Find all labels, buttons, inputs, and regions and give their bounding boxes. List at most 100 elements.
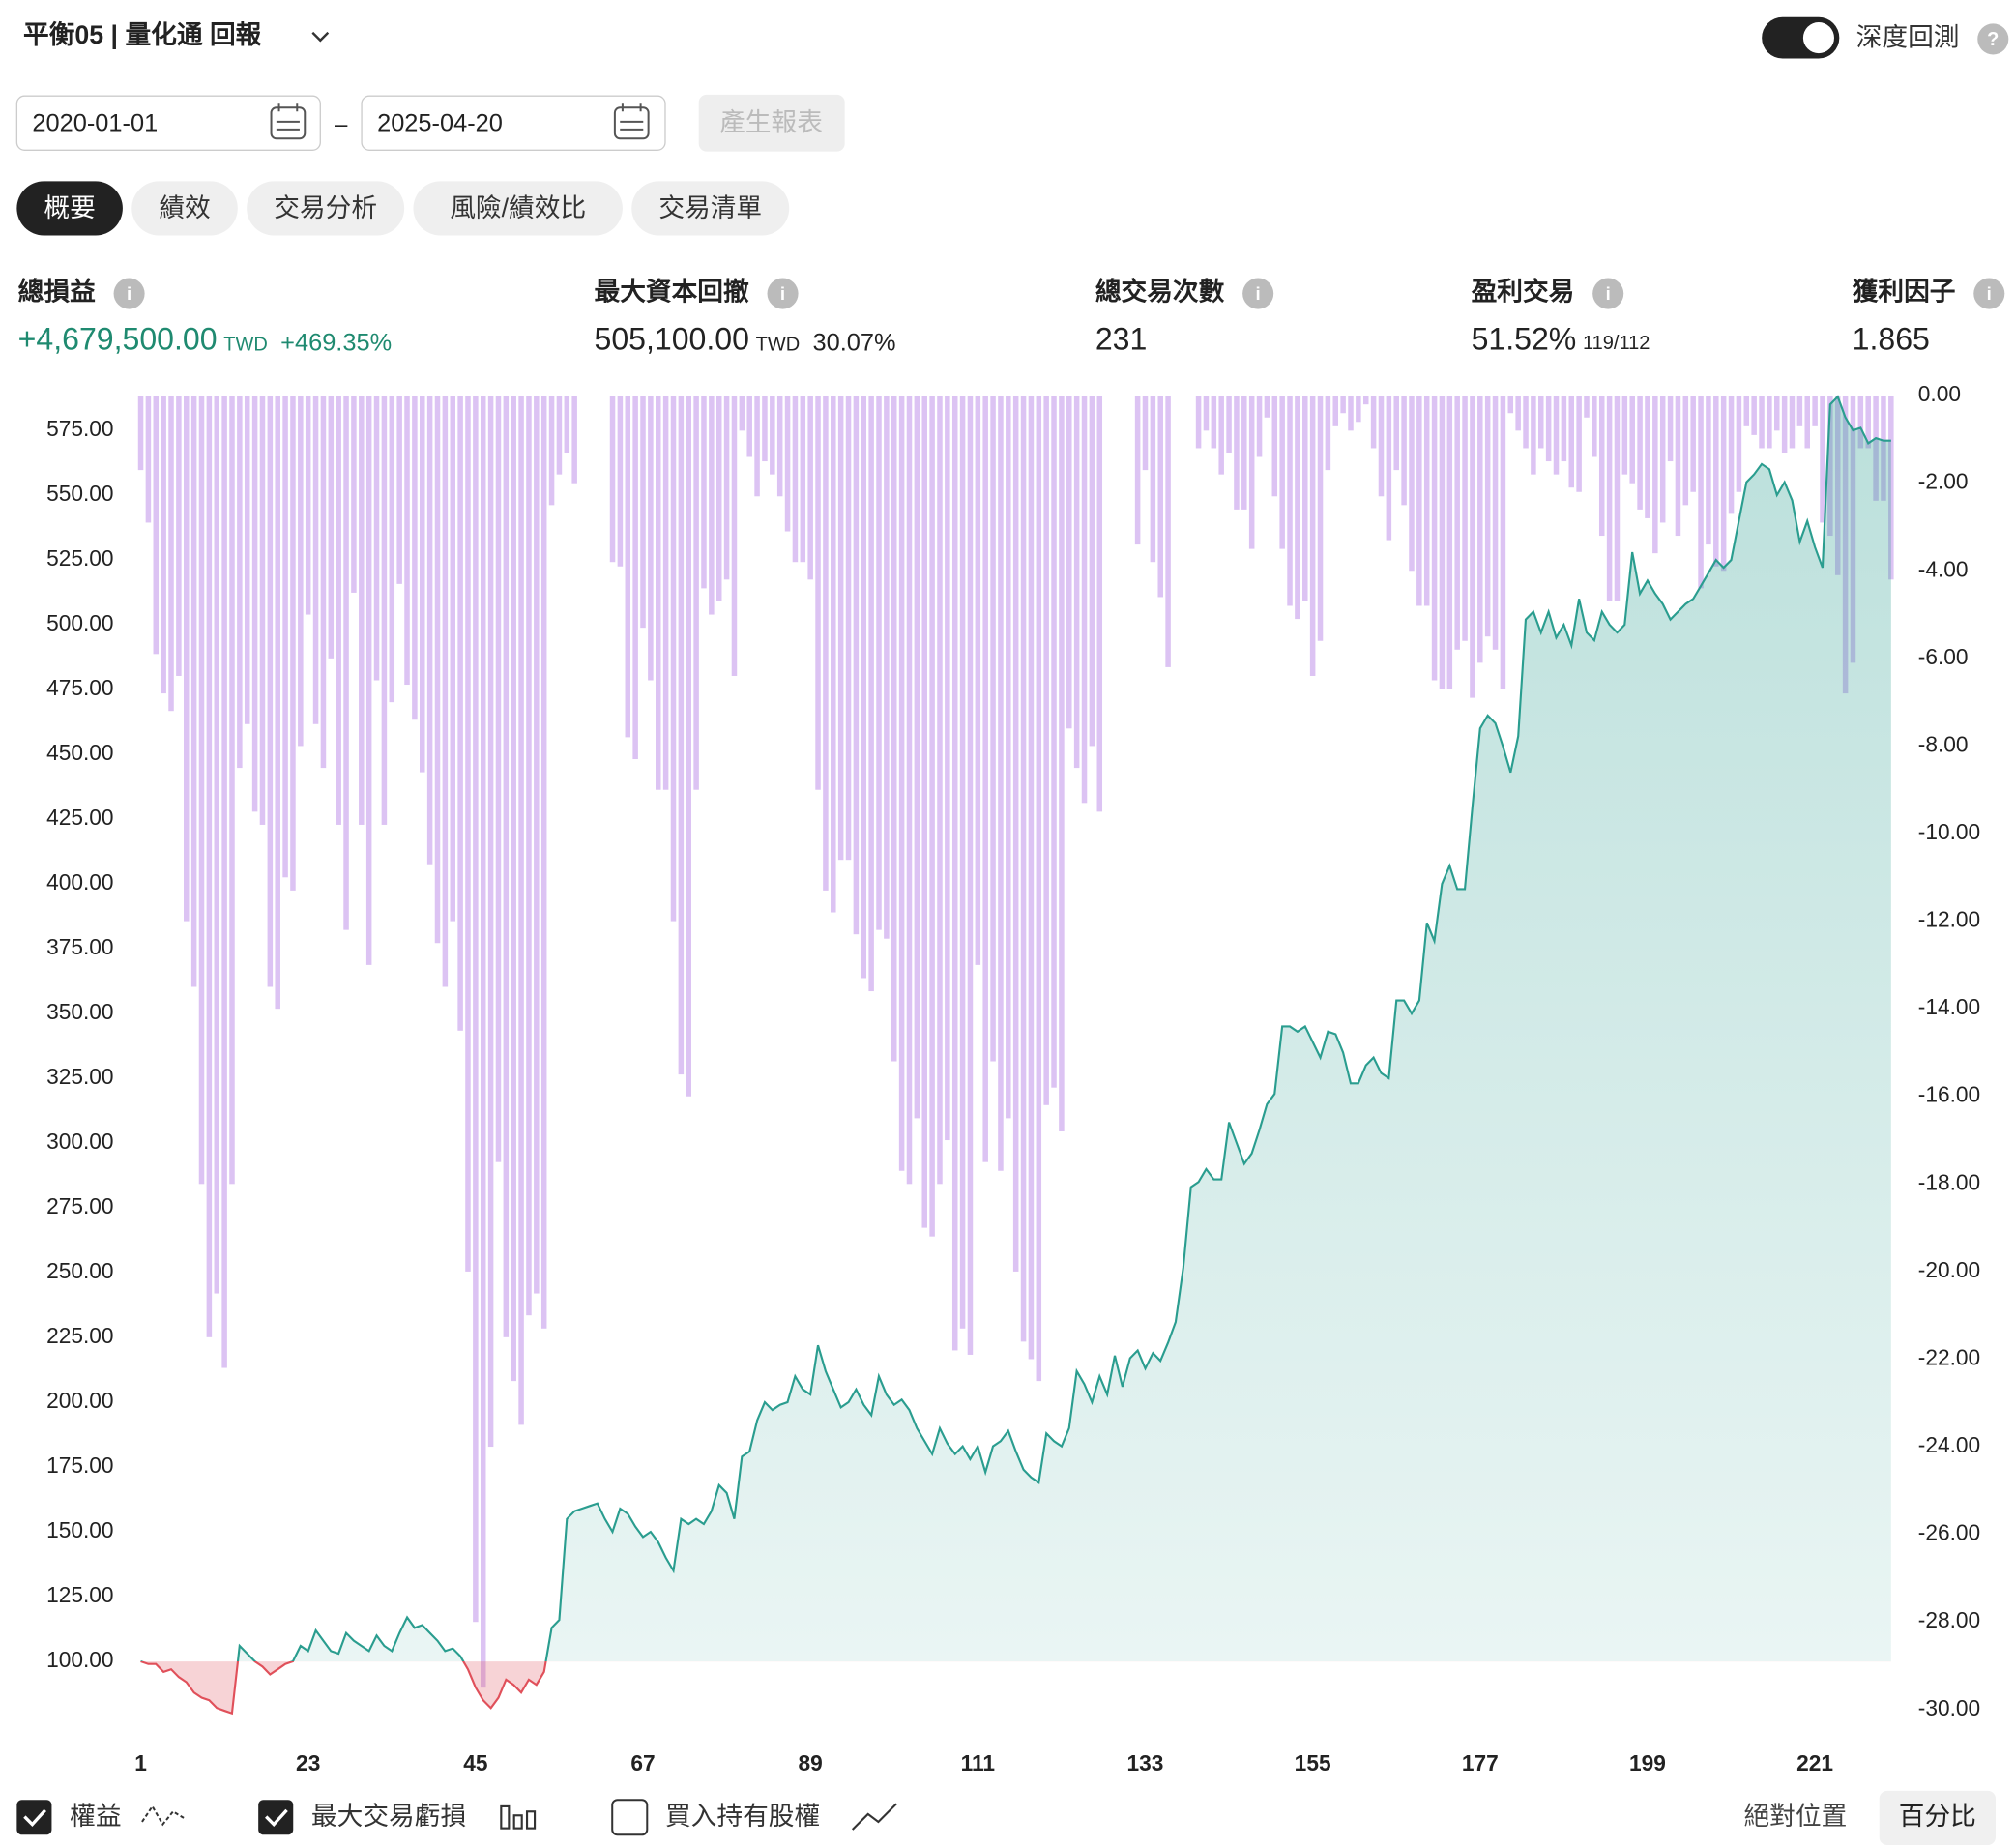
- tab[interactable]: [631, 181, 790, 236]
- y2-tick-label: -14.00: [1918, 994, 1980, 1019]
- drawdown-bar: [1020, 396, 1027, 1342]
- checkbox[interactable]: [611, 1799, 649, 1836]
- drawdown-bar: [1218, 396, 1224, 475]
- drawdown-bar: [975, 396, 981, 965]
- drawdown-bar: [776, 396, 783, 497]
- start-date: 2020-01-01: [32, 109, 158, 136]
- report-title: 平衡05 | 量化通 回報: [23, 20, 262, 49]
- drawdown-bar: [609, 396, 616, 563]
- drawdown-bar: [861, 396, 867, 979]
- drawdown-bar: [1500, 396, 1506, 689]
- drawdown-bar: [770, 396, 775, 475]
- drawdown-bar: [709, 396, 715, 615]
- dropdown-icon[interactable]: [311, 31, 330, 43]
- drawdown-bar: [1348, 396, 1354, 431]
- drawdown-bar: [823, 396, 829, 891]
- drawdown-bar: [229, 396, 235, 1185]
- help-icon[interactable]: [1977, 23, 2009, 55]
- y-tick-label: 200.00: [46, 1388, 113, 1413]
- view-option[interactable]: 絕對位置: [1743, 1802, 1847, 1831]
- tab-label: 交易清單: [658, 193, 762, 222]
- drawdown-bar: [298, 396, 304, 747]
- info-icon[interactable]: [113, 278, 145, 309]
- drawdown-bar: [1645, 396, 1650, 518]
- chart: 100.00 125.00 150.00 175.00 200.00 225.00 250.…: [46, 381, 1980, 1775]
- check-mark: [265, 1808, 288, 1828]
- drawdown-bar: [1462, 396, 1468, 641]
- drawdown-bar: [868, 396, 874, 992]
- y2-tick-label: -8.00: [1918, 731, 1969, 756]
- end-date-input[interactable]: [361, 95, 666, 151]
- stat-value: +4,679,500.00: [18, 321, 218, 356]
- drawdown-bar: [526, 396, 532, 1316]
- tab[interactable]: [247, 181, 405, 236]
- generate-button[interactable]: [698, 94, 845, 152]
- drawdown-bar: [534, 396, 540, 1294]
- drawdown-bar: [876, 396, 882, 930]
- drawdown-bar: [251, 396, 258, 812]
- drawdown-bar: [1226, 396, 1232, 453]
- x-tick-label: 67: [630, 1750, 655, 1775]
- drawdown-bar: [184, 396, 190, 922]
- info-icon[interactable]: [1242, 278, 1274, 309]
- drawdown-bar: [1781, 396, 1788, 453]
- view-option-active[interactable]: [1879, 1790, 1996, 1845]
- drawdown-bar: [1256, 396, 1263, 457]
- date-separator: –: [335, 111, 348, 137]
- drawdown-bar: [267, 396, 274, 987]
- drawdown-bar: [1774, 396, 1780, 431]
- drawdown-bar: [1370, 396, 1377, 449]
- y-tick-label: 250.00: [46, 1258, 113, 1283]
- drawdown-bar: [831, 396, 836, 913]
- drawdown-bar: [815, 396, 821, 790]
- stat-unit: TWD: [756, 334, 801, 355]
- drawdown-bar: [914, 396, 920, 1119]
- drawdown-bar: [686, 396, 691, 1097]
- info-icon[interactable]: [1592, 278, 1624, 309]
- y-tick-label: 275.00: [46, 1193, 113, 1218]
- drawdown-bar: [1523, 396, 1529, 449]
- x-tick-label: 111: [961, 1750, 995, 1775]
- drawdown-bar: [434, 396, 441, 944]
- drawdown-bar: [1584, 396, 1590, 418]
- start-date-input[interactable]: [15, 95, 321, 151]
- drawdown-bar: [1211, 396, 1217, 449]
- checkbox[interactable]: [16, 1800, 52, 1835]
- drawdown-bar: [1682, 396, 1689, 506]
- drawdown-bar: [884, 396, 890, 939]
- calendar-icon[interactable]: [270, 103, 307, 140]
- calendar-icon[interactable]: [613, 103, 650, 140]
- drawdown-bar: [1423, 396, 1430, 606]
- info-icon[interactable]: [1973, 278, 2005, 309]
- drawdown-bar: [1812, 396, 1818, 426]
- drawdown-bar: [540, 396, 547, 1329]
- view-option[interactable]: 百分比: [1899, 1802, 1976, 1831]
- drawdown-bar: [1248, 396, 1255, 549]
- drawdown-bar: [1089, 396, 1095, 747]
- drawdown-bar: [1690, 396, 1696, 492]
- info-icon[interactable]: [767, 278, 799, 309]
- drawdown-bar: [1606, 396, 1613, 601]
- tab[interactable]: [413, 181, 623, 236]
- drawdown-bar: [1751, 396, 1757, 435]
- drawdown-bar: [389, 396, 395, 703]
- drawdown-bar: [921, 396, 927, 1228]
- x-tick-label: 45: [463, 1750, 487, 1775]
- drawdown-bar: [244, 396, 250, 724]
- checkbox[interactable]: [258, 1800, 294, 1835]
- drawdown-bar: [548, 396, 555, 506]
- y-tick-label: 425.00: [46, 805, 113, 830]
- drawdown-bar: [404, 396, 410, 686]
- drawdown-bar: [176, 396, 182, 676]
- drawdown-bar: [1332, 396, 1339, 426]
- tab[interactable]: [16, 181, 123, 236]
- drawdown-bar: [190, 396, 197, 987]
- drawdown-bar: [807, 396, 813, 580]
- drawdown-bar: [1592, 396, 1597, 457]
- drawdown-bar: [678, 396, 685, 1075]
- stat-extra: +469.35%: [280, 329, 392, 356]
- drawdown-bar: [1652, 396, 1658, 554]
- tab[interactable]: [131, 181, 238, 236]
- generate-label: 產生報表: [719, 108, 823, 137]
